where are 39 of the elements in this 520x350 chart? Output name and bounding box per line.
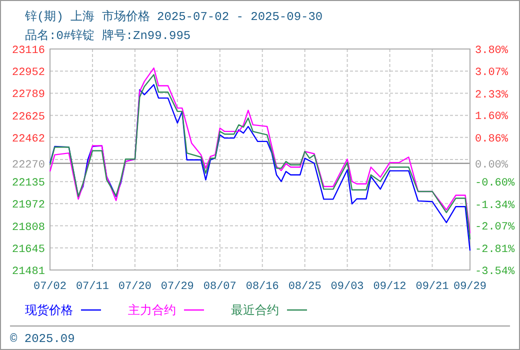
legend-label: 现货价格 [25, 304, 73, 318]
title: 锌(期) 上海 市场价格 2025-07-02 - 2025-09-30 [25, 10, 323, 24]
annotation: © 2025.09 [10, 332, 75, 346]
y2-tick-label: -3.54% [475, 266, 516, 278]
x-tick-label: 08/07 [203, 281, 236, 293]
x-tick-label: 07/20 [118, 281, 152, 293]
x-tick-label: 07/02 [33, 281, 67, 293]
y2-tick-label: 1.60% [475, 111, 508, 124]
x-tick-label: 07/29 [160, 281, 194, 293]
x-tick-label: 09/29 [453, 281, 487, 293]
y2-tick-label: 3.07% [475, 66, 508, 79]
y2-tick-label: 0.86% [475, 134, 508, 146]
subtitle: 品名:0#锌锭 牌号:Zn99.995 [25, 29, 191, 43]
y-tick-label: 23116 [12, 45, 45, 57]
y2-tick-label: 3.80% [475, 45, 508, 57]
y-tick-label: 22625 [12, 111, 45, 124]
legend-label: 主力合约 [128, 303, 176, 318]
y-tick-label: 22952 [12, 67, 45, 80]
y-tick-label: 22462 [12, 133, 45, 146]
x-tick-label: 09/21 [416, 281, 450, 293]
y-tick-label: 22135 [12, 178, 45, 190]
y2-tick-label: -1.34% [475, 200, 516, 212]
y2-tick-label: 0.00% [475, 159, 508, 172]
y-tick-label: 21808 [12, 222, 45, 234]
y2-tick-label: -0.60% [475, 177, 516, 190]
y2-tick-label: -2.07% [475, 222, 516, 234]
x-tick-label: 07/11 [76, 281, 110, 293]
x-tick-label: 08/16 [246, 281, 279, 293]
x-tick-label: 09/12 [373, 281, 406, 293]
y-tick-label: 21972 [12, 200, 45, 212]
y-tick-label: 22789 [12, 89, 45, 102]
y2-tick-label: -2.81% [475, 244, 516, 256]
legend-label: 最近合约 [231, 304, 279, 318]
y-tick-label: 21645 [12, 244, 45, 256]
y-tick-label: 21481 [12, 266, 46, 278]
y2-tick-label: 2.33% [475, 89, 508, 102]
y-tick-label: 22270 [12, 159, 45, 172]
x-tick-label: 08/25 [288, 281, 322, 293]
x-tick-label: 09/03 [330, 281, 364, 293]
